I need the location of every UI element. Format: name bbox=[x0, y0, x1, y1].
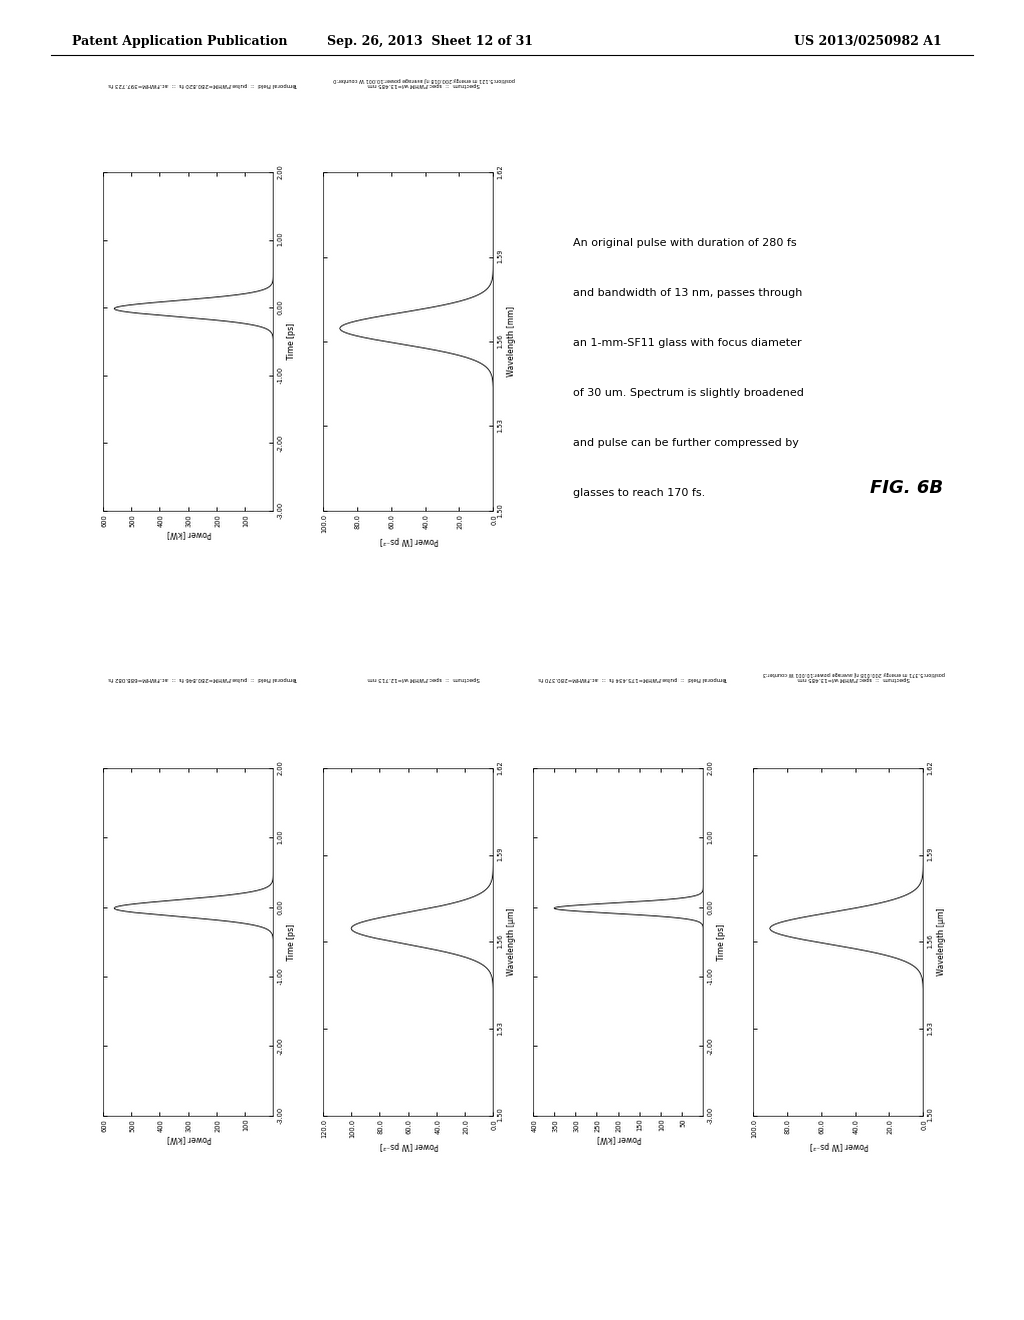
Text: Patent Application Publication: Patent Application Publication bbox=[72, 34, 287, 48]
Text: An original pulse with duration of 280 fs: An original pulse with duration of 280 f… bbox=[573, 238, 797, 248]
Text: and bandwidth of 13 nm, passes through: and bandwidth of 13 nm, passes through bbox=[573, 288, 803, 298]
Text: glasses to reach 170 fs.: glasses to reach 170 fs. bbox=[573, 488, 706, 499]
Text: FIG. 6B: FIG. 6B bbox=[870, 479, 943, 498]
Text: US 2013/0250982 A1: US 2013/0250982 A1 bbox=[795, 34, 942, 48]
Text: an 1-mm-SF11 glass with focus diameter: an 1-mm-SF11 glass with focus diameter bbox=[573, 338, 802, 348]
Text: of 30 um. Spectrum is slightly broadened: of 30 um. Spectrum is slightly broadened bbox=[573, 388, 804, 399]
Text: and pulse can be further compressed by: and pulse can be further compressed by bbox=[573, 438, 800, 449]
Text: Sep. 26, 2013  Sheet 12 of 31: Sep. 26, 2013 Sheet 12 of 31 bbox=[327, 34, 534, 48]
